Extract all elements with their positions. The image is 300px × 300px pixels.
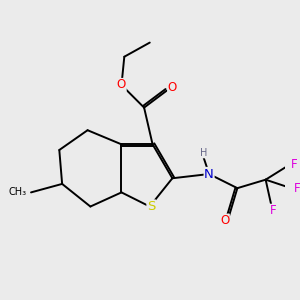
Text: CH₃: CH₃ <box>9 188 27 197</box>
Text: O: O <box>117 79 126 92</box>
Text: H: H <box>200 148 207 158</box>
Text: F: F <box>293 182 300 195</box>
Text: O: O <box>168 81 177 94</box>
Text: F: F <box>269 204 276 217</box>
Text: O: O <box>220 214 229 227</box>
Text: F: F <box>291 158 297 171</box>
Text: S: S <box>147 200 155 213</box>
Text: N: N <box>204 167 214 181</box>
